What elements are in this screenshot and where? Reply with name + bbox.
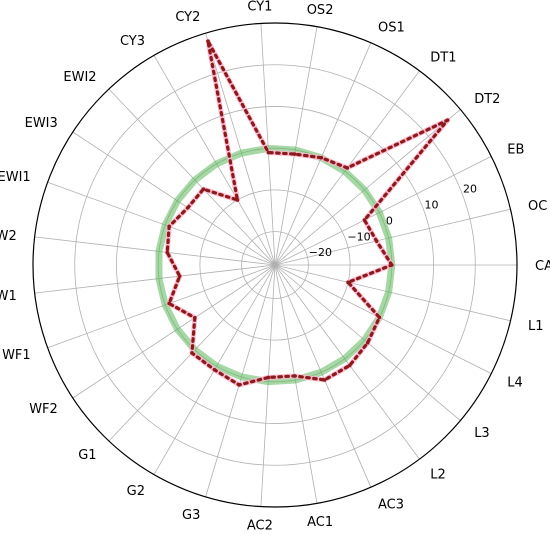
- spoke-EWI2: [108, 88, 276, 266]
- spoke-OS2: [274, 26, 318, 266]
- series-1-point-L1: [346, 280, 350, 285]
- category-label-G2: G2: [127, 484, 145, 499]
- series-1-line: [165, 39, 450, 387]
- rtick-label: −10: [347, 230, 370, 243]
- series-1-point-G2: [212, 367, 217, 372]
- category-label-WF1: WF1: [2, 348, 31, 363]
- category-label-PW2: PW2: [0, 229, 17, 244]
- series-1-halo: [164, 38, 451, 388]
- category-label-AC3: AC3: [378, 498, 404, 513]
- category-label-L2: L2: [430, 468, 446, 483]
- spoke-G3: [205, 264, 276, 497]
- spoke-AC2: [260, 264, 276, 507]
- series-1-point-OC: [374, 239, 379, 243]
- spoke-EWI1: [47, 181, 276, 266]
- rtick-label: 0: [386, 214, 393, 227]
- series-1-point-CA: [390, 263, 394, 267]
- series-1-point-G3: [237, 383, 241, 387]
- series-1-point-PW2: [165, 250, 170, 255]
- spoke-AC3: [274, 264, 372, 488]
- series-1-point-CY3: [235, 198, 240, 202]
- series-1-point-OS2: [292, 152, 297, 156]
- category-label-EB: EB: [507, 142, 524, 157]
- category-label-AC1: AC1: [307, 515, 333, 530]
- series-1-point-WF1: [167, 301, 171, 306]
- spoke-L2: [274, 264, 420, 460]
- series-1-point-AC2: [266, 375, 271, 380]
- category-label-AC2: AC2: [247, 519, 273, 534]
- spoke-EB: [274, 156, 492, 266]
- category-label-OS1: OS1: [378, 20, 405, 35]
- spoke-OS1: [274, 42, 372, 266]
- category-label-OC: OC: [528, 199, 547, 214]
- category-label-OS2: OS2: [307, 3, 334, 18]
- series-1-point-PW1: [177, 274, 182, 278]
- series-1-point-DT1: [345, 166, 350, 170]
- series-layer: [155, 38, 451, 388]
- category-label-G3: G3: [182, 508, 200, 523]
- grid: [32, 22, 518, 508]
- series-1-point-EWI1: [167, 224, 171, 229]
- category-label-DT1: DT1: [430, 50, 456, 65]
- category-label-CY3: CY3: [120, 34, 145, 49]
- rtick-label: 10: [425, 198, 439, 211]
- series-1-point-CY2: [206, 39, 210, 43]
- spoke-L4: [274, 264, 492, 374]
- category-label-G1: G1: [78, 448, 96, 463]
- series-1-point-AC1: [292, 374, 297, 378]
- series-1-point-G1: [190, 351, 194, 355]
- spoke-EWI3: [72, 131, 276, 266]
- category-label-L4: L4: [507, 376, 523, 391]
- series-1-point-L2: [347, 363, 352, 368]
- category-label-L3: L3: [474, 426, 490, 441]
- spoke-AC1: [274, 264, 318, 504]
- rtick-label: 20: [463, 182, 477, 195]
- series-1-point-EWI2: [201, 187, 206, 191]
- spoke-CY1: [260, 23, 276, 266]
- spoke-CY2: [205, 33, 276, 266]
- outer-frame: [32, 22, 518, 508]
- series-1-point-AC3: [322, 378, 327, 382]
- category-label-CA: CA: [535, 259, 550, 274]
- spoke-L1: [274, 264, 511, 322]
- spoke-CY3: [153, 55, 276, 266]
- radial-tick-labels: −20 −10 0 10 20: [309, 182, 477, 259]
- category-label-EWI3: EWI3: [25, 116, 58, 131]
- spoke-PW1: [34, 264, 276, 294]
- spoke-DT2: [274, 109, 461, 266]
- series-1-point-OS1: [319, 155, 324, 160]
- category-label-EWI1: EWI1: [0, 170, 31, 185]
- series-1-point-DT2: [445, 118, 450, 122]
- series-1-point-EB: [362, 218, 367, 222]
- category-label-L1: L1: [528, 319, 544, 334]
- spoke-WF2: [72, 264, 276, 399]
- category-label-CY1: CY1: [247, 0, 272, 14]
- spoke-OC: [274, 208, 511, 266]
- spoke-WF1: [47, 264, 276, 349]
- category-label-WF2: WF2: [29, 402, 58, 417]
- series-1-point-WF2: [193, 315, 197, 320]
- series-1-point-CY1: [266, 150, 271, 155]
- category-label-CY2: CY2: [175, 10, 200, 25]
- series-1-point-L3: [365, 340, 370, 345]
- rtick-label: −20: [309, 246, 332, 259]
- category-label-PW1: PW1: [0, 289, 17, 304]
- category-label-DT2: DT2: [474, 92, 500, 107]
- series-1-point-EWI3: [186, 205, 190, 210]
- spoke-PW2: [34, 236, 276, 266]
- category-label-EWI2: EWI2: [63, 70, 96, 85]
- series-1-point-L4: [377, 315, 382, 320]
